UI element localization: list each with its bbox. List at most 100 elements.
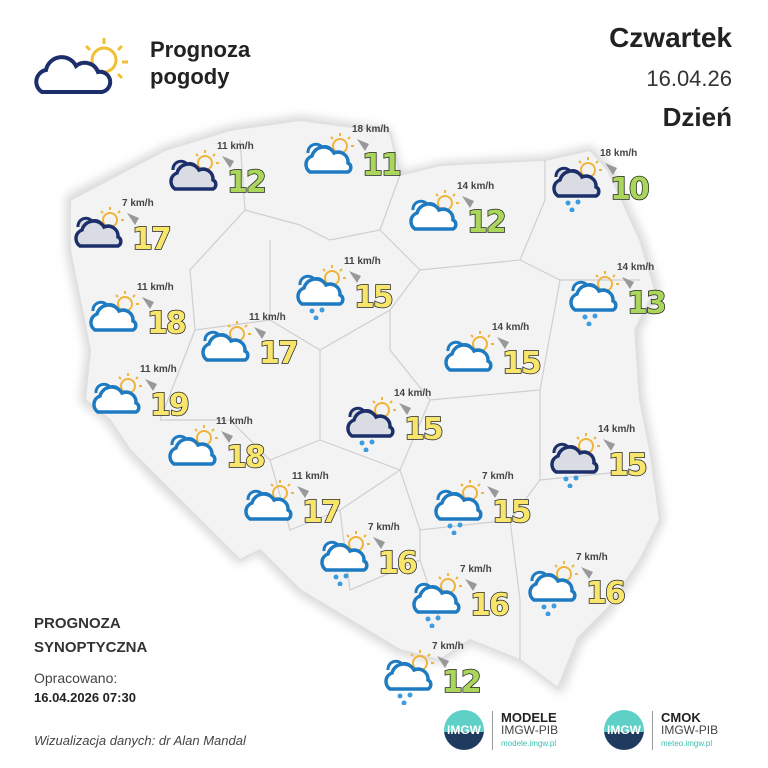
station-3: 7 km/h 17: [70, 198, 180, 282]
temperature: 12: [466, 204, 507, 241]
wind-direction-icon: [357, 139, 369, 151]
station-7: 11 km/h 18: [85, 282, 195, 366]
temperature: 15: [501, 345, 542, 382]
wind-direction-icon: [127, 213, 139, 225]
wind-direction-icon: [142, 297, 154, 309]
temperature: 16: [469, 587, 510, 624]
temperature: 17: [131, 221, 172, 258]
station-4: 14 km/h 12: [405, 181, 515, 265]
wind-speed: 18 km/h: [352, 124, 390, 135]
cloud-sun-rain-icon: [528, 561, 578, 616]
wind-speed: 7 km/h: [122, 198, 154, 209]
cloud-sun-rain-icon: [296, 265, 346, 320]
logo-org: IMGW-PIB: [661, 722, 719, 737]
temperature: 13: [626, 285, 667, 322]
temperature: 16: [585, 575, 626, 612]
cloud-sun-rain-icon: [320, 531, 370, 586]
station-1: 18 km/h 11: [300, 124, 410, 208]
forecast-type-line-1: PROGNOZA: [34, 615, 121, 632]
wind-speed: 11 km/h: [137, 282, 174, 293]
wind-direction-icon: [373, 537, 385, 549]
station-19: 7 km/h 12: [380, 641, 490, 725]
credit-text: Wizualizacja danych: dr Alan Mandal: [34, 733, 246, 748]
modele-logo[interactable]: IMGW MODELE IMGW-PIB modele.imgw.pl: [444, 710, 558, 750]
station-9: 14 km/h 15: [440, 322, 550, 406]
logo-name: CMOK: [661, 709, 701, 725]
wind-direction-icon: [221, 431, 233, 443]
wind-speed: 14 km/h: [617, 262, 655, 273]
station-13: 14 km/h 15: [546, 424, 656, 508]
cloud-sun-rain-icon: [412, 573, 462, 628]
temperature: 18: [225, 439, 266, 476]
station-15: 7 km/h 15: [430, 471, 540, 555]
cloud-sun-icon: [89, 291, 139, 332]
station-5: 11 km/h 15: [292, 256, 402, 340]
title-line-1: Prognoza: [150, 37, 251, 62]
cloud-sun-icon: [409, 190, 459, 231]
cloud-sun-icon: [168, 425, 218, 466]
temperature: 12: [441, 664, 482, 701]
temperature: 11: [361, 147, 402, 184]
prepared-date: 16.04.2026 07:30: [34, 690, 136, 705]
logo-org: IMGW-PIB: [501, 722, 559, 737]
wind-speed: 11 km/h: [249, 312, 286, 323]
imgw-logo-icon: IMGW: [604, 710, 644, 750]
wind-speed: 14 km/h: [457, 181, 495, 192]
forecast-type-line-2: SYNOPTYCZNA: [34, 639, 148, 656]
cloud-sun-rain-icon: [384, 650, 434, 705]
temperature: 16: [377, 545, 418, 582]
logo-url: meteo.imgw.pl: [661, 738, 713, 748]
title-line-2: pogody: [150, 64, 230, 89]
station-12: 11 km/h 18: [164, 416, 274, 500]
station-14: 11 km/h 17: [240, 471, 350, 555]
wind-direction-icon: [254, 327, 266, 339]
imgw-logo-icon: IMGW: [444, 710, 484, 750]
wind-speed: 11 km/h: [292, 471, 329, 482]
cloud-sun-icon: [92, 373, 142, 414]
wind-speed: 18 km/h: [600, 148, 638, 159]
station-10: 11 km/h 19: [88, 364, 198, 448]
wind-speed: 11 km/h: [217, 141, 254, 152]
temperature: 15: [607, 447, 648, 484]
station-16: 7 km/h 16: [316, 522, 426, 606]
date-label: 16.04.26: [646, 66, 732, 91]
cloud-sun-icon: [444, 331, 494, 372]
temperature: 17: [258, 335, 299, 372]
wind-speed: 11 km/h: [216, 416, 253, 427]
cloud-sun-icon: [244, 480, 294, 521]
wind-direction-icon: [605, 163, 617, 175]
temperature: 15: [491, 494, 532, 531]
wind-direction-icon: [399, 403, 411, 415]
country-outline: [69, 118, 662, 690]
wind-speed: 11 km/h: [140, 364, 177, 375]
station-8: 11 km/h 17: [197, 312, 307, 396]
dark-cloud-sun-rain-icon: [552, 157, 602, 212]
wind-speed: 7 km/h: [368, 522, 400, 533]
cloud-sun-icon: [201, 321, 251, 362]
wind-speed: 14 km/h: [394, 388, 432, 399]
station-18: 7 km/h 16: [524, 552, 634, 636]
cmok-logo[interactable]: IMGW CMOK IMGW-PIB meteo.imgw.pl: [604, 710, 718, 750]
wind-speed: 14 km/h: [492, 322, 530, 333]
wind-direction-icon: [462, 196, 474, 208]
app-title: Prognoza pogody: [150, 36, 250, 90]
cloud-sun-icon: [304, 133, 354, 174]
temperature: 17: [301, 494, 342, 531]
wind-direction-icon: [145, 379, 157, 391]
cloud-sun-logo-icon: [34, 38, 128, 94]
dark-cloud-sun-icon: [74, 207, 124, 248]
wind-direction-icon: [497, 337, 509, 349]
station-11: 14 km/h 15: [342, 388, 452, 472]
period-label: Dzień: [662, 102, 732, 132]
temperature: 18: [146, 305, 187, 342]
day-label: Czwartek: [609, 22, 732, 53]
wind-speed: 14 km/h: [598, 424, 636, 435]
wind-speed: 7 km/h: [432, 641, 464, 652]
prepared-label: Opracowano:: [34, 670, 118, 686]
wind-direction-icon: [349, 271, 361, 283]
temperature: 10: [609, 171, 650, 208]
dark-cloud-sun-icon: [169, 150, 219, 191]
temperature: 12: [226, 164, 267, 201]
wind-speed: 7 km/h: [482, 471, 514, 482]
